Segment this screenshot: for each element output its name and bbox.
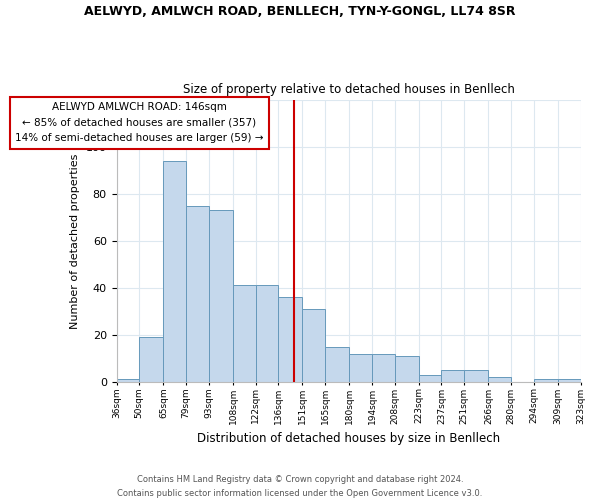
Y-axis label: Number of detached properties: Number of detached properties	[70, 153, 80, 328]
Bar	[256, 286, 278, 382]
Bar	[209, 210, 233, 382]
Bar	[558, 380, 581, 382]
Bar	[302, 309, 325, 382]
Text: AELWYD AMLWCH ROAD: 146sqm
← 85% of detached houses are smaller (357)
14% of sem: AELWYD AMLWCH ROAD: 146sqm ← 85% of deta…	[15, 102, 263, 144]
Bar	[464, 370, 488, 382]
Bar	[488, 377, 511, 382]
Bar	[116, 380, 139, 382]
X-axis label: Distribution of detached houses by size in Benllech: Distribution of detached houses by size …	[197, 432, 500, 445]
Bar	[278, 297, 302, 382]
Bar	[325, 346, 349, 382]
Bar	[442, 370, 464, 382]
Bar	[419, 374, 442, 382]
Text: AELWYD, AMLWCH ROAD, BENLLECH, TYN-Y-GONGL, LL74 8SR: AELWYD, AMLWCH ROAD, BENLLECH, TYN-Y-GON…	[84, 5, 516, 18]
Bar	[186, 206, 209, 382]
Bar	[233, 286, 256, 382]
Text: Contains HM Land Registry data © Crown copyright and database right 2024.
Contai: Contains HM Land Registry data © Crown c…	[118, 476, 482, 498]
Bar	[372, 354, 395, 382]
Title: Size of property relative to detached houses in Benllech: Size of property relative to detached ho…	[182, 83, 514, 96]
Bar	[163, 161, 186, 382]
Bar	[533, 380, 558, 382]
Bar	[395, 356, 419, 382]
Bar	[139, 337, 163, 382]
Bar	[349, 354, 372, 382]
